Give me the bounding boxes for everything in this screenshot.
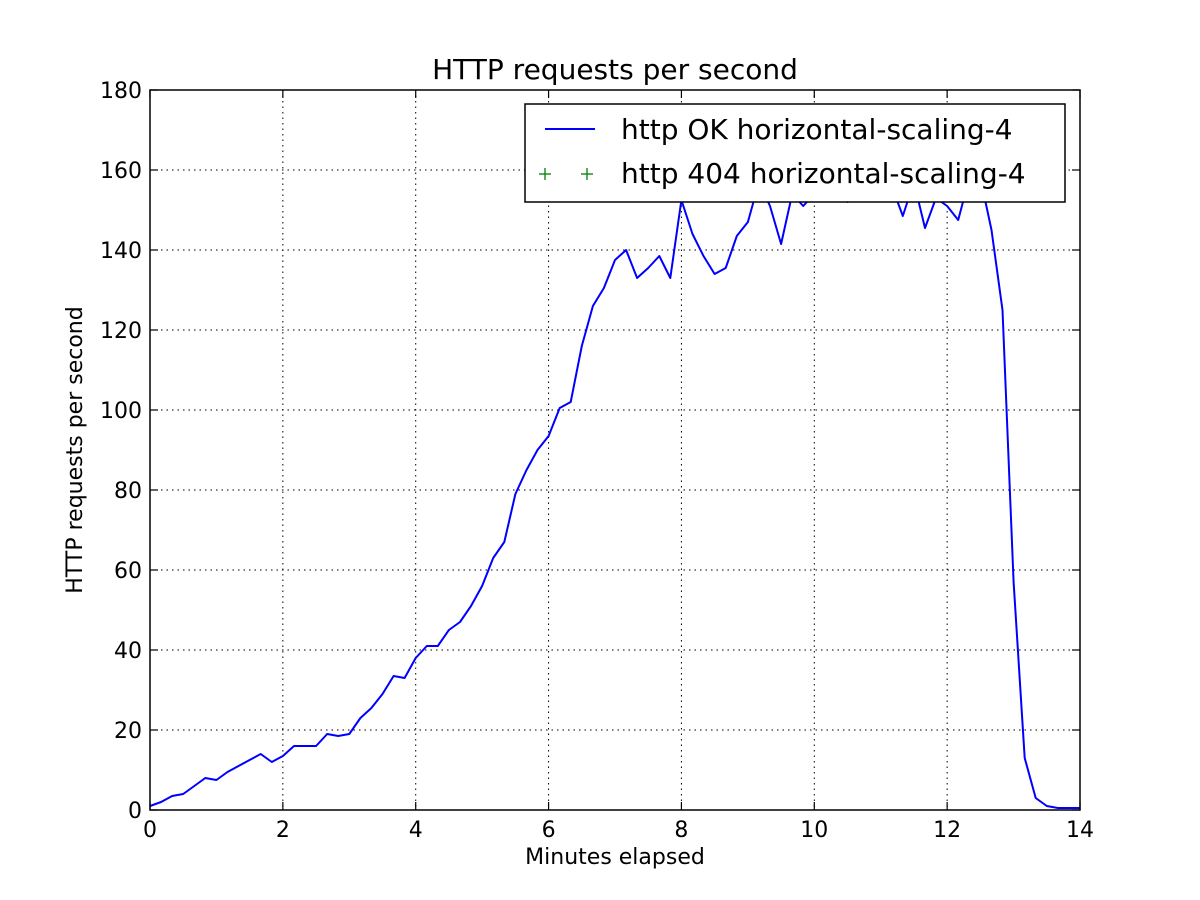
y-tick-label: 180 <box>100 79 142 104</box>
x-tick-label: 10 <box>800 818 828 843</box>
y-axis-title: HTTP requests per second <box>63 306 88 593</box>
x-tick-label: 6 <box>542 818 556 843</box>
y-tick-label: 140 <box>100 239 142 264</box>
y-tick-label: 0 <box>128 799 142 824</box>
series-layer <box>149 177 1080 809</box>
x-tick-label: 4 <box>409 818 423 843</box>
x-tick-label: 14 <box>1066 818 1094 843</box>
legend-swatch-http-404 <box>539 168 593 180</box>
legend-box <box>524 103 1066 203</box>
y-tick-label: 80 <box>114 479 142 504</box>
series-line-0 <box>149 177 1080 809</box>
y-tick-label: 100 <box>100 399 142 424</box>
x-axis-title: Minutes elapsed <box>525 845 705 870</box>
x-tick-label: 0 <box>143 818 157 843</box>
y-tick-label: 120 <box>100 319 142 344</box>
legend-label-http-ok: http OK horizontal-scaling-4 <box>621 113 1013 146</box>
legend-label-http-404: http 404 horizontal-scaling-4 <box>621 157 1026 190</box>
x-tick-label: 2 <box>276 818 290 843</box>
y-tick-label: 20 <box>114 719 142 744</box>
grid <box>150 90 1080 810</box>
y-tick-label: 160 <box>100 159 142 184</box>
x-tick-label: 8 <box>674 818 688 843</box>
y-tick-label: 60 <box>114 559 142 584</box>
y-tick-label: 40 <box>114 639 142 664</box>
plot-frame <box>149 89 1081 811</box>
x-tick-label: 12 <box>933 818 961 843</box>
legend: http OK horizontal-scaling-4 http 404 ho… <box>524 103 1066 203</box>
chart-title: HTTP requests per second <box>432 53 798 86</box>
